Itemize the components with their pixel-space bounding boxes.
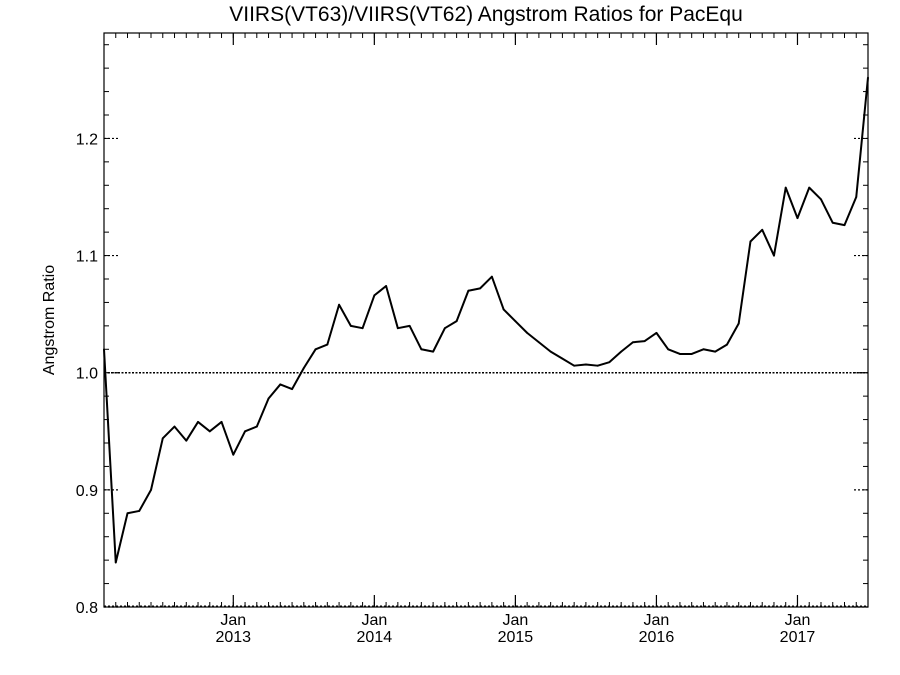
data-point (314, 348, 317, 351)
data-point (443, 327, 446, 330)
x-tick-month-label: Jan (785, 612, 811, 629)
data-point (396, 327, 399, 330)
data-point (537, 341, 540, 344)
data-point (373, 294, 376, 297)
data-point (244, 430, 246, 433)
data-point (185, 439, 188, 442)
data-point (467, 289, 470, 292)
x-tick-year-label: 2017 (780, 629, 816, 646)
data-point (267, 397, 270, 400)
data-point (549, 350, 552, 353)
data-point (667, 348, 670, 351)
data-point (655, 331, 658, 334)
axes (103, 32, 869, 608)
data-point (490, 275, 493, 278)
tick-labels: 0.80.91.01.11.2Jan2013Jan2014Jan2015Jan2… (76, 131, 816, 646)
data-point (679, 353, 681, 355)
y-tick-label: 0.9 (76, 483, 98, 500)
data-point (432, 350, 435, 353)
data-point (138, 510, 141, 512)
data-point (726, 343, 728, 346)
data-point (479, 287, 482, 290)
data-point (843, 224, 846, 227)
y-tick-label: 1.0 (76, 366, 98, 383)
x-tick-year-label: 2013 (215, 629, 251, 646)
data-point (338, 303, 340, 306)
data-point (173, 425, 176, 428)
data-point (585, 363, 587, 366)
data-point (831, 221, 834, 224)
plot-frame (103, 32, 869, 608)
data-point (385, 285, 387, 287)
data-point (773, 254, 775, 257)
data-point (632, 341, 634, 344)
data-point (114, 561, 117, 564)
data-point (749, 240, 752, 243)
x-tick-month-label: Jan (644, 612, 670, 629)
x-tick-month-label: Jan (220, 612, 246, 629)
series-line-0 (103, 77, 869, 564)
data-point (220, 421, 223, 423)
data-point (643, 340, 646, 342)
data-point (326, 343, 329, 346)
data-point (502, 308, 505, 311)
data-point (561, 357, 564, 360)
y-tick-label: 1.1 (76, 249, 98, 266)
data-point (620, 350, 623, 353)
y-tick-label: 0.8 (76, 600, 98, 617)
x-tick-year-label: 2015 (498, 629, 534, 646)
chart-title: VIIRS(VT63)/VIIRS(VT62) Angstrom Ratios … (229, 3, 743, 26)
data-point (361, 327, 364, 330)
data-point (197, 421, 199, 423)
data-point (808, 186, 811, 189)
y-axis-label: Angstrom Ratio (41, 265, 58, 375)
data-point (514, 320, 517, 323)
data-point (279, 383, 282, 386)
data-point (690, 353, 693, 355)
x-tick-year-label: 2014 (357, 629, 393, 646)
x-tick-year-label: 2016 (639, 629, 675, 646)
data-point (126, 512, 129, 515)
data-point (784, 186, 787, 189)
data-point (291, 388, 293, 391)
data-point (208, 430, 211, 433)
data-point (796, 217, 799, 219)
data-point (573, 364, 576, 367)
reference-lines (104, 371, 868, 607)
data-point (702, 348, 705, 351)
data-point (255, 425, 258, 428)
data-point (596, 364, 599, 367)
x-tick-month-label: Jan (361, 612, 387, 629)
data-point (714, 350, 717, 353)
data-point (455, 320, 458, 323)
data-point (761, 228, 764, 231)
data-point (526, 331, 529, 334)
y-tick-label: 1.2 (76, 131, 98, 148)
data-point (349, 324, 352, 327)
data-point (161, 437, 164, 440)
data-point (232, 453, 235, 456)
data-point (103, 348, 105, 351)
data-point (867, 76, 869, 79)
series-layer (103, 76, 869, 564)
data-point (737, 322, 740, 325)
data-point (420, 348, 423, 351)
data-point (855, 196, 858, 198)
data-point (608, 361, 611, 364)
data-point (820, 198, 822, 201)
data-point (408, 324, 411, 327)
data-point (302, 367, 305, 369)
x-tick-month-label: Jan (502, 612, 528, 629)
data-point (150, 488, 152, 491)
